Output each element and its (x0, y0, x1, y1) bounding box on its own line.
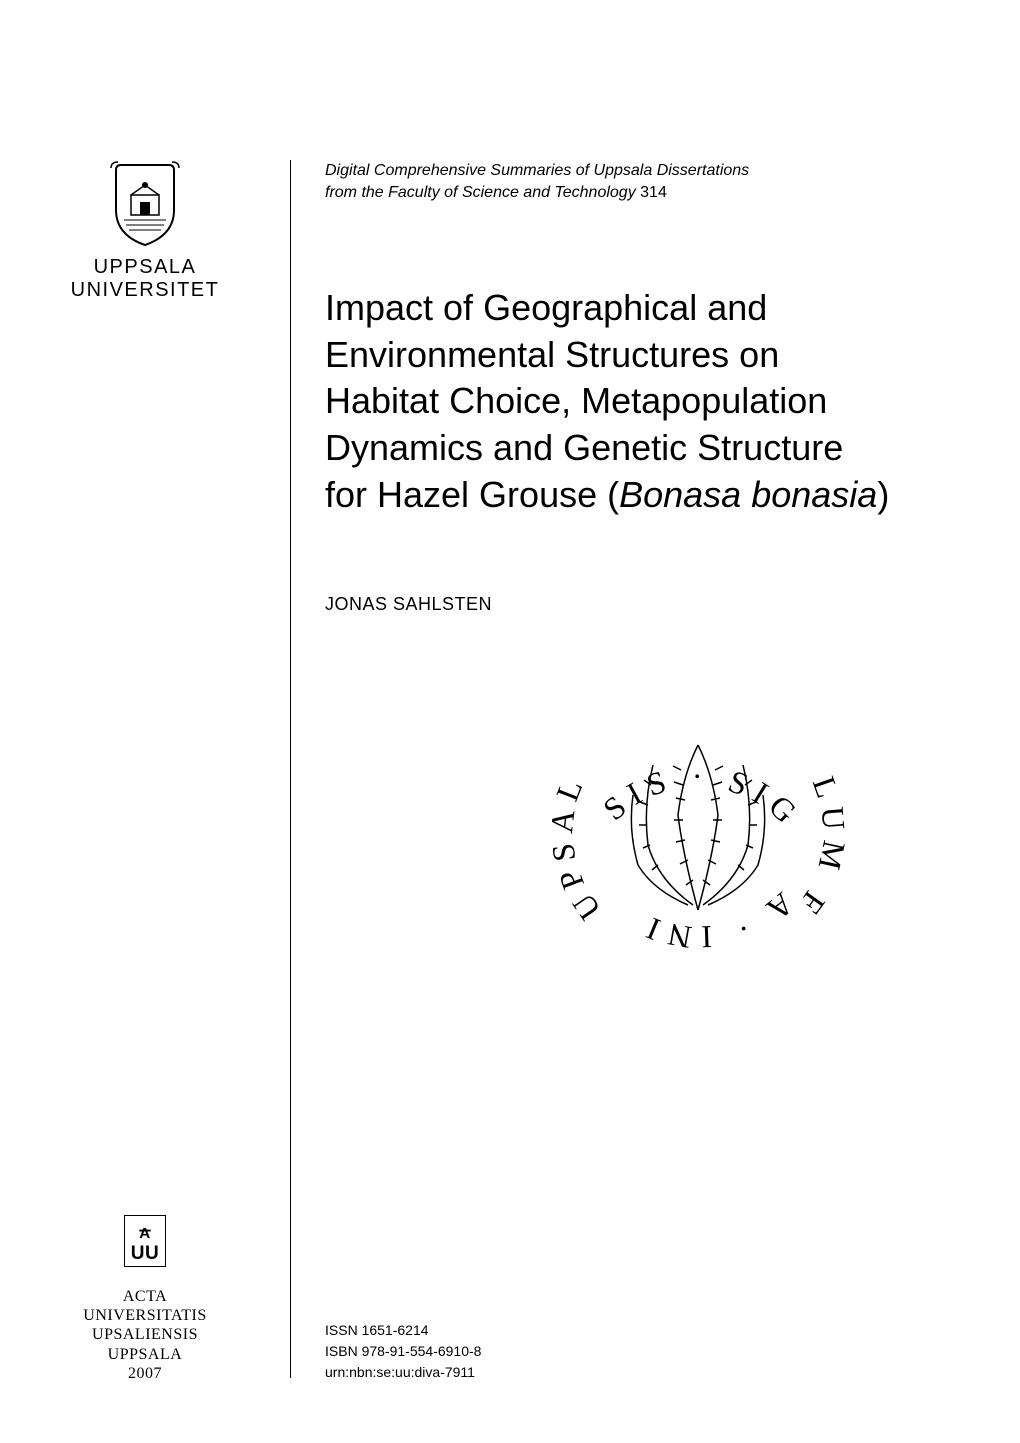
university-name-line1: UPPSALA (94, 256, 197, 279)
issn: ISSN 1651-6214 (325, 1320, 950, 1341)
dissertation-title: Impact of Geographical and Environmental… (325, 285, 950, 519)
uppsala-crest-icon (106, 160, 184, 248)
acta-line2: UNIVERSITATIS (83, 1306, 206, 1325)
vertical-divider (290, 160, 291, 1378)
series-info: Digital Comprehensive Summaries of Uppsa… (325, 160, 950, 205)
publication-info: ISSN 1651-6214 ISBN 978-91-554-6910-8 ur… (325, 1320, 950, 1383)
series-line2: from the Faculty of Science and Technolo… (325, 182, 950, 204)
title-line4: Dynamics and Genetic Structure (325, 425, 950, 472)
university-seal-icon: SIS · SIG A · INI UPSAL LUM FAC (533, 655, 863, 985)
svg-text:UU: UU (131, 1243, 159, 1264)
isbn: ISBN 978-91-554-6910-8 (325, 1341, 950, 1362)
title-line5-suffix: ) (877, 474, 889, 515)
title-line3: Habitat Choice, Metapopulation (325, 378, 950, 425)
series-line1-italic: Digital Comprehensive Summaries of Uppsa… (325, 162, 749, 179)
svg-text:SIS · SIG: SIS · SIG (596, 757, 809, 834)
page-container: UPPSALA UNIVERSITET A UU ACTA UNIVERSITA… (0, 0, 1020, 1443)
university-logo-block: UPPSALA UNIVERSITET (71, 160, 220, 302)
university-name-line2: UNIVERSITET (71, 279, 220, 302)
left-column: UPPSALA UNIVERSITET A UU ACTA UNIVERSITA… (0, 160, 290, 1443)
acta-symbol-icon: A UU (124, 1215, 166, 1267)
svg-text:A: A (139, 1225, 150, 1242)
title-line5: for Hazel Grouse (Bonasa bonasia) (325, 472, 950, 519)
acta-line1: ACTA (123, 1287, 167, 1306)
title-line5-italic: Bonasa bonasia (619, 474, 877, 515)
title-line1: Impact of Geographical and (325, 285, 950, 332)
series-line1: Digital Comprehensive Summaries of Uppsa… (325, 160, 950, 182)
acta-line5: 2007 (128, 1364, 162, 1383)
series-number: 314 (636, 184, 667, 201)
acta-line4: UPPSALA (108, 1345, 183, 1364)
urn: urn:nbn:se:uu:diva-7911 (325, 1362, 950, 1383)
title-line5-prefix: for Hazel Grouse ( (325, 474, 619, 515)
acta-block: A UU ACTA UNIVERSITATIS UPSALIENSIS UPPS… (0, 1215, 290, 1383)
author-name: JONAS SAHLSTEN (325, 594, 950, 615)
svg-text:UPSAL: UPSAL (542, 767, 607, 927)
acta-line3: UPSALIENSIS (92, 1325, 198, 1344)
title-line2: Environmental Structures on (325, 332, 950, 379)
series-line2-italic: from the Faculty of Science and Technolo… (325, 184, 636, 201)
svg-text:A · INI: A · INI (634, 885, 801, 955)
right-column: Digital Comprehensive Summaries of Uppsa… (290, 160, 1020, 1443)
